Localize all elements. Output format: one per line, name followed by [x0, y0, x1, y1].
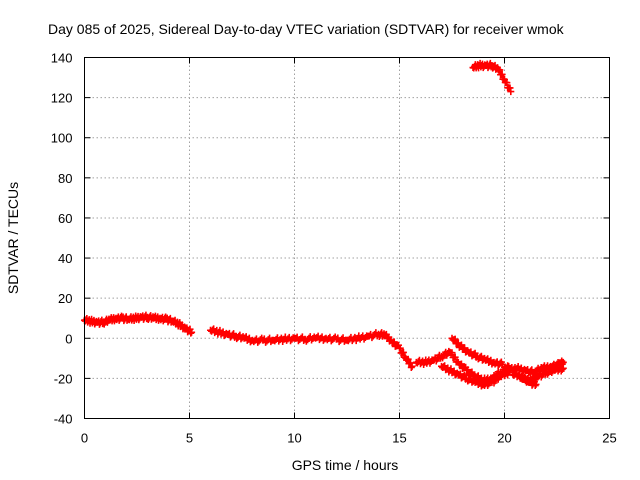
plot-frame — [84, 57, 610, 419]
y-tick-label: 140 — [51, 51, 73, 66]
data-point — [408, 362, 416, 370]
data-point-fill — [468, 368, 476, 376]
y-tick-label: 100 — [51, 131, 73, 146]
data-point — [188, 328, 196, 336]
y-axis-label: SDTVAR / TECUs — [5, 182, 21, 294]
data-point-fill — [558, 365, 566, 373]
data-point — [559, 358, 567, 366]
data-point-fill — [451, 353, 459, 361]
data-point-fill — [457, 360, 465, 368]
x-tick-label: 5 — [186, 431, 193, 446]
y-tick-label: 40 — [58, 251, 72, 266]
y-tick-label: 0 — [65, 331, 72, 346]
x-axis-label: GPS time / hours — [292, 457, 399, 473]
x-tick-label: 0 — [81, 431, 88, 446]
y-tick-label: -20 — [54, 371, 73, 386]
grid-lines — [84, 57, 610, 419]
y-tick-label: 60 — [58, 211, 72, 226]
y-tick-label: 120 — [51, 91, 73, 106]
data-points — [81, 59, 567, 390]
data-point-fill — [451, 335, 459, 343]
y-tick-label: -40 — [54, 412, 73, 427]
axis-ticks: -40 -20 0 20 40 60 80 100 120 140 0 5 10 15 20 25 — [51, 51, 617, 446]
chart-title: Day 085 of 2025, Sidereal Day-to-day VTE… — [48, 21, 565, 37]
data-point — [532, 380, 540, 388]
data-point — [498, 360, 506, 368]
data-point — [507, 88, 515, 96]
x-tick-label: 20 — [497, 431, 511, 446]
x-tick-label: 10 — [287, 431, 301, 446]
data-point — [559, 364, 567, 372]
y-tick-label: 20 — [58, 291, 72, 306]
y-tick-label: 80 — [58, 171, 72, 186]
data-point-fill — [448, 349, 456, 357]
data-point-fill — [390, 338, 398, 346]
x-tick-label: 15 — [392, 431, 406, 446]
x-tick-label: 25 — [602, 431, 616, 446]
